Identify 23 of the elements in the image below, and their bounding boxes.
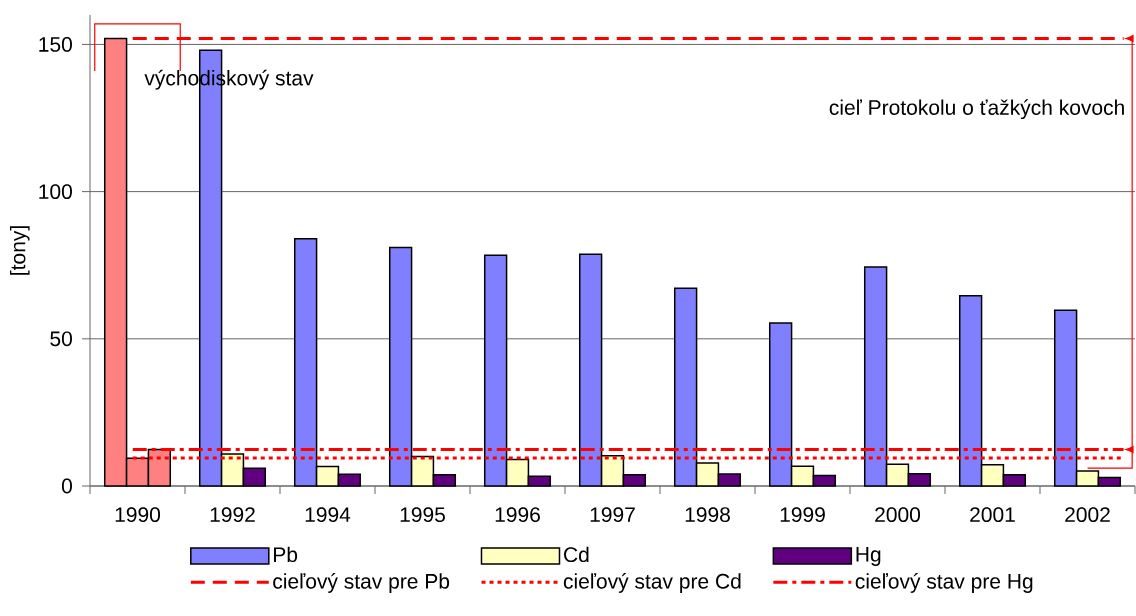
legend-label: cieľový stav pre Cd — [563, 573, 741, 593]
legend-label: Cd — [564, 546, 589, 563]
y-tick-label: 50 — [50, 331, 72, 347]
legend-label: Hg — [856, 547, 881, 566]
legend-label: cieľový stav pre Pb — [273, 573, 450, 593]
x-tick-label: 1999 — [780, 507, 825, 523]
x-tick-label: 1997 — [590, 507, 635, 523]
y-tick-label: 0 — [61, 478, 72, 494]
x-tick-label: 1994 — [305, 507, 351, 523]
legend-label: cieľový stav pre Hg — [855, 573, 1033, 593]
y-tick-label: 150 — [39, 37, 72, 52]
x-tick-label: 1998 — [685, 507, 730, 523]
x-tick-label: 2001 — [970, 507, 1015, 523]
y-tick-label: 100 — [39, 184, 72, 200]
legend-label: Pb — [274, 546, 298, 563]
x-tick-label: 1992 — [210, 507, 255, 523]
x-tick-label: 1990 — [115, 507, 161, 523]
x-tick-label: 1995 — [400, 507, 445, 523]
x-tick-label: 2002 — [1065, 507, 1110, 523]
y-axis-title: [tony] — [9, 226, 30, 275]
x-tick-label: 1996 — [495, 507, 540, 523]
x-tick-label: 2000 — [875, 507, 921, 523]
annotation: cieľ Protokolu o ťažkých kovoch — [829, 99, 1124, 120]
